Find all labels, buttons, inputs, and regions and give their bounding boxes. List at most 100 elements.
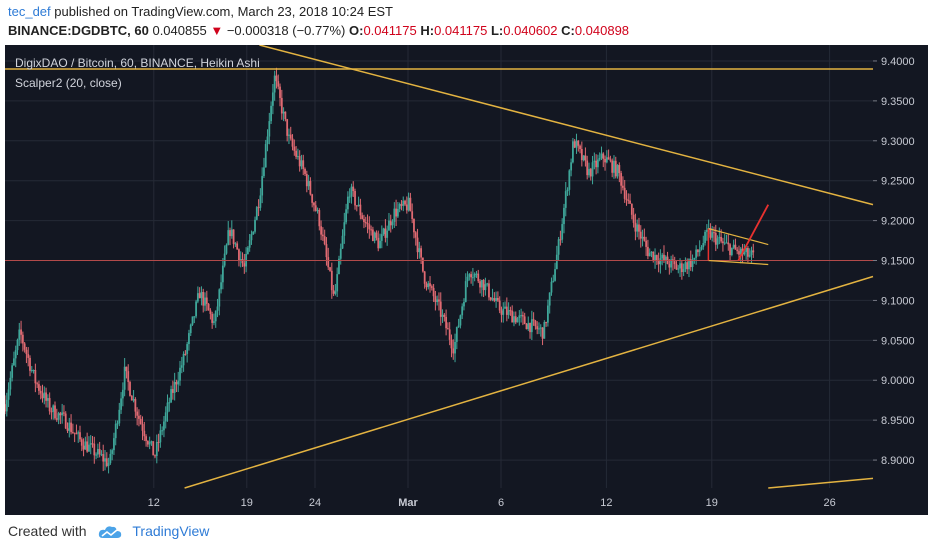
candle-body: [643, 236, 646, 241]
author-link[interactable]: tec_def: [8, 4, 51, 19]
x-tick-label: 19: [706, 497, 718, 509]
candle-body: [395, 208, 398, 217]
candle-body: [520, 315, 523, 317]
candle-body: [170, 389, 172, 403]
candle-body: [732, 244, 735, 248]
y-tick-label: 9.0500: [881, 335, 915, 347]
candle-body: [545, 322, 548, 324]
candle-body: [686, 262, 689, 270]
candle-body: [555, 254, 558, 270]
published-text: published on TradingView.com, March 23, …: [54, 4, 393, 19]
x-tick-label: 12: [148, 497, 160, 509]
candle-body: [98, 448, 101, 455]
candle-body: [321, 234, 324, 237]
x-tick-label: Mar: [398, 497, 418, 509]
close-value: 0.040898: [574, 23, 630, 38]
candle-body: [343, 222, 346, 236]
candle-body: [180, 365, 183, 368]
tradingview-link[interactable]: TradingView: [132, 523, 210, 539]
candle-body: [318, 210, 321, 227]
price-change: −0.000318 (−0.77%): [226, 23, 346, 38]
candle-body: [204, 297, 206, 306]
candle-body: [625, 198, 628, 200]
candle-body: [255, 207, 258, 220]
candle-body: [316, 210, 319, 212]
price-axis[interactable]: 9.4000 9.3500 9.3000 9.2500 9.2000 9.1500 9.10…: [873, 56, 915, 467]
candle-body: [505, 306, 508, 315]
chart-container[interactable]: 9.4000 9.3500 9.3000 9.2500 9.2000 9.1500 9.10…: [4, 44, 928, 515]
indicator-label[interactable]: Scalper2 (20, close): [15, 76, 122, 90]
candle-body: [471, 277, 474, 279]
candle-body: [314, 205, 317, 211]
candle-body: [309, 181, 312, 195]
candle-body: [348, 196, 351, 198]
candle-body: [675, 264, 678, 270]
candle-body: [121, 389, 124, 399]
candle-body: [582, 155, 585, 161]
candle-body: [188, 333, 190, 345]
candle-body: [513, 316, 515, 323]
candle-body: [720, 236, 723, 242]
candle-body: [220, 282, 222, 290]
open-value: 0.041175: [363, 23, 417, 38]
time-axis[interactable]: 12 19 24 Mar 6 12 19 26: [148, 497, 836, 509]
y-tick-label: 9.2000: [881, 216, 915, 228]
candle-body: [29, 357, 31, 371]
candle-body: [709, 227, 712, 238]
candle-body: [50, 411, 53, 413]
candle-body: [184, 353, 187, 355]
candle-body: [473, 273, 476, 278]
candle-body: [597, 159, 599, 168]
candle-body: [64, 413, 67, 429]
candle-body: [363, 218, 365, 223]
candle-body: [134, 399, 137, 412]
candle-body: [327, 257, 330, 268]
candle-body: [325, 244, 328, 258]
candle-body: [346, 196, 349, 210]
candle-body: [148, 441, 151, 445]
candle-body: [500, 310, 503, 315]
y-tick-label: 9.2500: [881, 176, 915, 188]
price-chart[interactable]: 9.4000 9.3500 9.3000 9.2500 9.2000 9.1500 9.10…: [4, 44, 928, 515]
candle-body: [36, 383, 39, 385]
candle-body: [620, 173, 623, 186]
candle-body: [559, 239, 562, 241]
quote-line: BINANCE:DGDBTC, 60 0.040855 ▼ −0.000318 …: [8, 23, 629, 38]
breakout-arrow: [737, 204, 770, 261]
candle-body: [105, 458, 108, 466]
candle-body: [514, 316, 517, 323]
created-with-text: Created with: [8, 523, 87, 539]
candle-body: [252, 231, 255, 235]
candle-body: [195, 301, 197, 317]
candle-body: [254, 219, 256, 232]
candle-body: [457, 325, 460, 328]
candle-body: [421, 257, 424, 272]
candle-body: [400, 204, 403, 206]
candle-body: [261, 176, 264, 196]
candle-body: [716, 238, 719, 245]
candle-body: [175, 382, 178, 385]
candle-body: [93, 443, 96, 456]
candle-body: [141, 424, 144, 431]
candle-body: [243, 263, 246, 267]
candle-body: [177, 380, 180, 385]
candle-body: [45, 392, 47, 401]
candle-body: [352, 186, 355, 191]
y-tick-label: 9.3000: [881, 136, 915, 148]
candle-body: [293, 146, 296, 151]
candle-body: [305, 173, 308, 187]
candle-body: [205, 297, 208, 304]
candle-body: [525, 323, 528, 330]
candle-body: [738, 251, 740, 255]
candle-body: [638, 224, 640, 232]
candle-body: [498, 300, 501, 311]
candle-body: [61, 412, 64, 416]
candle-body: [454, 341, 456, 354]
candle-body: [30, 370, 33, 372]
candle-body: [527, 322, 530, 330]
candle-body: [391, 221, 394, 226]
candle-body: [448, 329, 451, 340]
candle-body: [246, 247, 249, 254]
candle-body: [264, 144, 267, 168]
candle-body: [697, 249, 699, 253]
